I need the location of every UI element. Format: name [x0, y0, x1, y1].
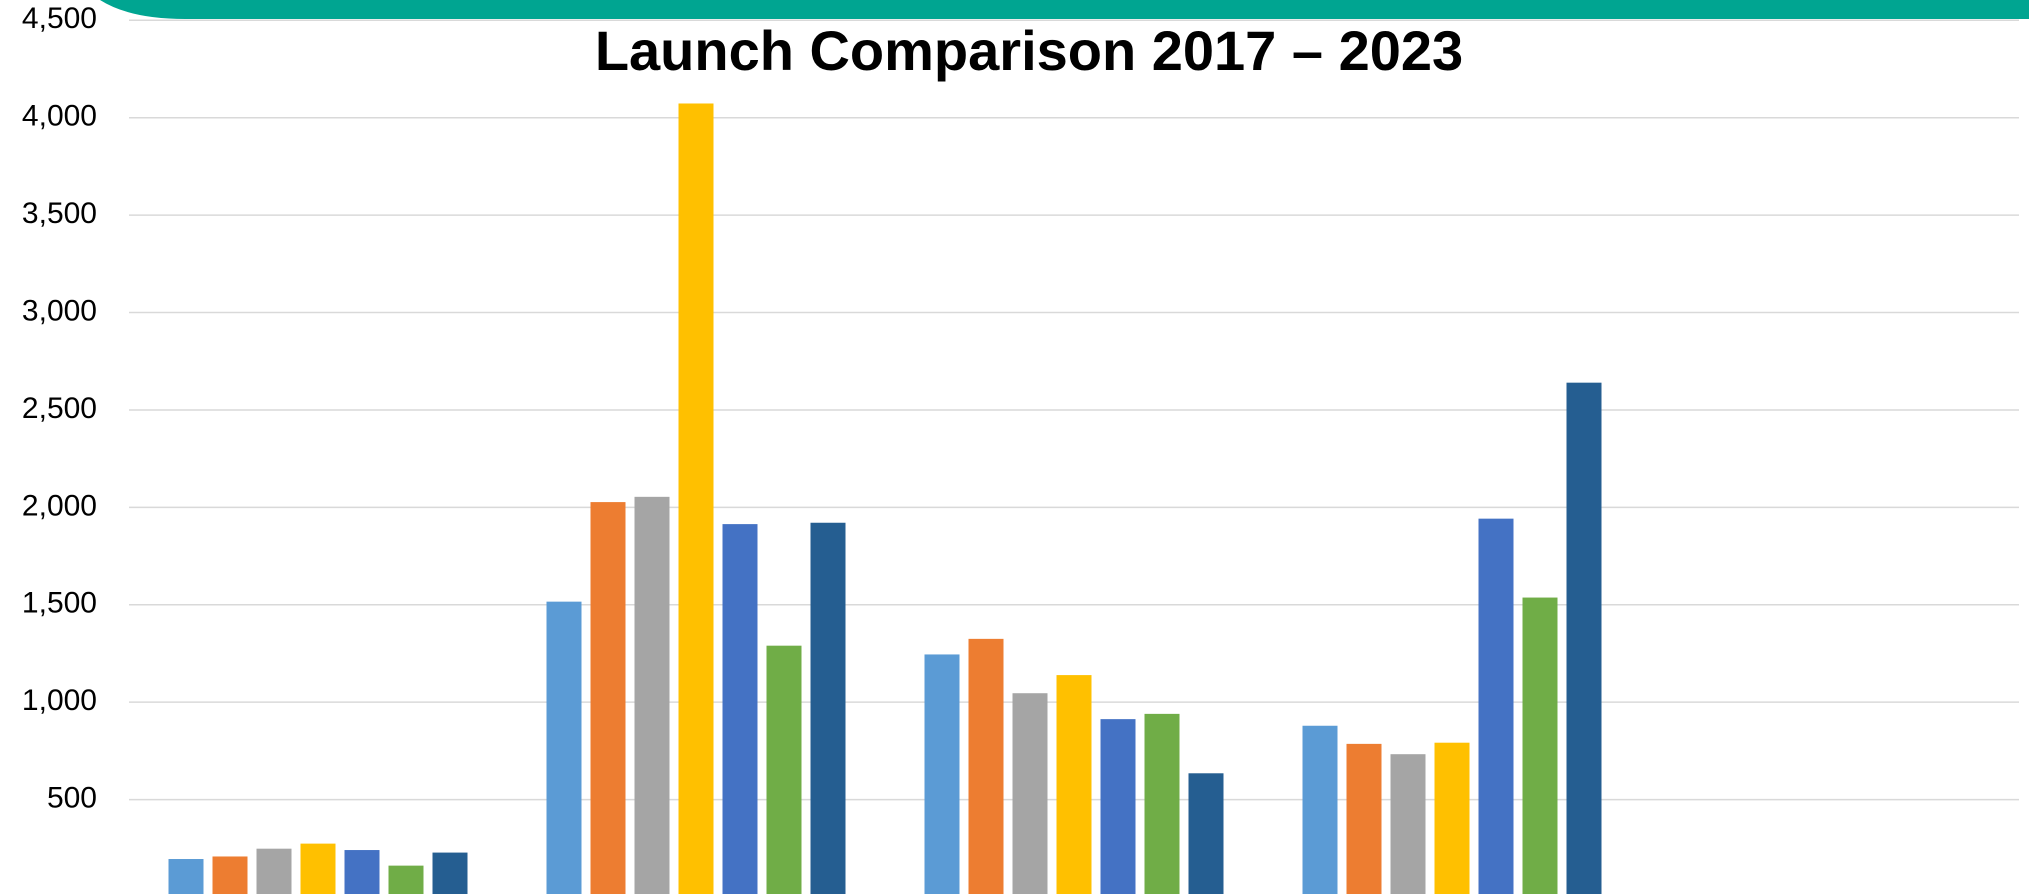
y-tick-label: 4,500 [22, 2, 97, 35]
bar [256, 848, 292, 894]
bar [590, 502, 626, 894]
y-tick-label: 3,500 [22, 197, 97, 230]
bar [1478, 518, 1514, 894]
bar [1144, 713, 1180, 894]
bar [432, 852, 468, 894]
bar [300, 843, 336, 894]
bar [1302, 725, 1338, 894]
bar [1056, 675, 1092, 894]
bar [1522, 597, 1558, 894]
bar [766, 645, 802, 894]
bar [1434, 742, 1470, 894]
bar [1100, 719, 1136, 894]
y-tick-label: 2,000 [22, 489, 97, 522]
bar [924, 654, 960, 894]
bar [168, 859, 204, 894]
bar [1188, 773, 1224, 894]
bar [968, 638, 1004, 894]
chart-title: Launch Comparison 2017 – 2023 [595, 19, 1463, 82]
bar [1566, 382, 1602, 894]
bar [1012, 693, 1048, 894]
y-tick-label: 500 [47, 782, 97, 815]
bar [678, 103, 714, 894]
header-banner [100, 0, 2029, 19]
y-tick-label: 2,500 [22, 392, 97, 425]
bar [388, 865, 424, 894]
bar [634, 496, 670, 894]
bar [546, 601, 582, 894]
y-tick-label: 1,500 [22, 587, 97, 620]
y-tick-label: 3,000 [22, 294, 97, 327]
y-tick-label: 4,000 [22, 100, 97, 133]
bar [1390, 754, 1426, 894]
bar [722, 524, 758, 894]
grid [129, 19, 2019, 801]
bar [810, 522, 846, 894]
bar [212, 856, 248, 894]
bar [344, 850, 380, 894]
bars [168, 103, 1602, 894]
y-tick-label: 1,000 [22, 684, 97, 717]
bar [1346, 743, 1382, 894]
